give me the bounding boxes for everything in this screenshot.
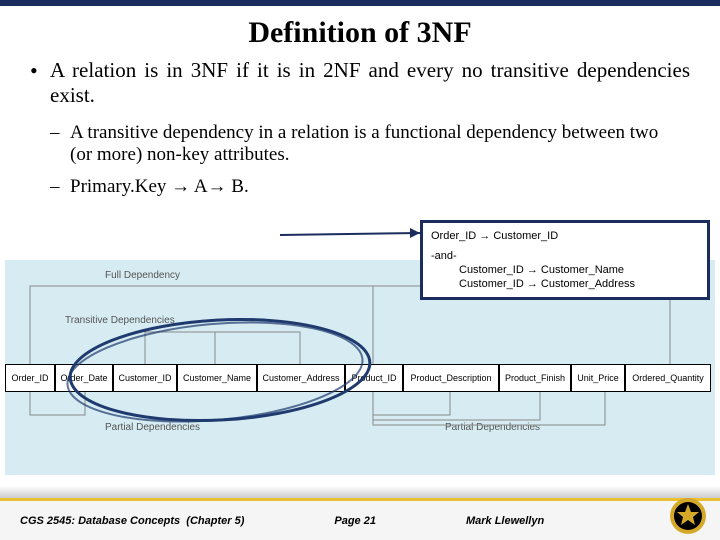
column-cell: Product_ID — [345, 364, 403, 392]
column-cell: Customer_Name — [177, 364, 257, 392]
ucf-logo-icon — [668, 496, 708, 536]
callout-line3: Customer_ID → Customer_Address — [431, 278, 699, 290]
callout-line2: Customer_ID → Customer_Name — [431, 264, 699, 276]
footer-bar: CGS 2545: Database Concepts (Chapter 5) … — [0, 498, 720, 540]
table-columns: Order_IDOrder_DateCustomer_IDCustomer_Na… — [5, 364, 715, 392]
part-dep-label-1: Partial Dependencies — [105, 422, 200, 433]
callout-box: Order_ID → Customer_ID -and- Customer_ID… — [420, 220, 710, 300]
column-cell: Order_ID — [5, 364, 55, 392]
column-cell: Customer_ID — [113, 364, 177, 392]
footer-page: Page 21 — [334, 515, 376, 527]
main-bullet: A relation is in 3NF if it is in 2NF and… — [30, 58, 690, 108]
footer-gradient — [0, 486, 720, 498]
column-cell: Customer_Address — [257, 364, 345, 392]
content-area: A relation is in 3NF if it is in 2NF and… — [0, 58, 720, 198]
column-cell: Ordered_Quantity — [625, 364, 711, 392]
column-cell: Product_Finish — [499, 364, 571, 392]
trans-dep-label: Transitive Dependencies — [65, 315, 175, 326]
callout-arrow — [280, 225, 440, 245]
sub-bullet-2: Primary.Key → A→ B. — [30, 176, 690, 198]
sub-bullet-1: A transitive dependency in a relation is… — [30, 122, 690, 166]
footer-course: CGS 2545: Database Concepts (Chapter 5) — [20, 515, 244, 527]
footer-author: Mark Llewellyn — [466, 515, 544, 527]
column-cell: Unit_Price — [571, 364, 625, 392]
column-cell: Product_Description — [403, 364, 499, 392]
full-dep-label: Full Dependency — [105, 270, 180, 281]
slide-title: Definition of 3NF — [0, 6, 720, 58]
part-dep-label-2: Partial Dependencies — [445, 422, 540, 433]
callout-and: -and- — [431, 250, 699, 262]
callout-line1: Order_ID → Customer_ID — [431, 230, 699, 242]
column-cell: Order_Date — [55, 364, 113, 392]
